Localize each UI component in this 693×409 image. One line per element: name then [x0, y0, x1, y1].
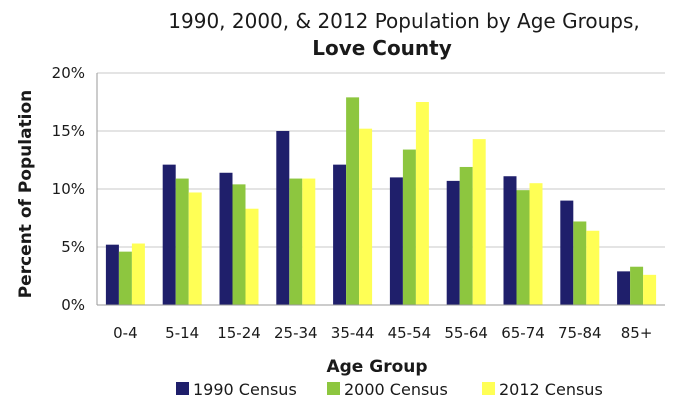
- x-tick-label: 65-74: [501, 324, 545, 342]
- x-tick-label: 55-64: [444, 324, 488, 342]
- bar-2000-census-5-14: [175, 178, 189, 305]
- x-tick-labels: 0-4 5-14 15-24 25-34 35-44 45-54 55-64 65-74 75-…: [113, 324, 652, 342]
- bar-2012-census-85+: [643, 274, 657, 305]
- bar-1990-census-55-64: [446, 180, 460, 305]
- bar-1990-census-15-24: [219, 172, 233, 305]
- x-tick-label: 45-54: [388, 324, 432, 342]
- bar-1990-census-5-14: [162, 164, 176, 305]
- bar-2000-census-75-84: [573, 221, 587, 305]
- legend-label: 2012 Census: [499, 380, 603, 399]
- x-tick-label: 35-44: [331, 324, 375, 342]
- bar-1990-census-0-4: [105, 244, 119, 305]
- bar-2012-census-25-34: [302, 178, 316, 305]
- x-tick-label: 25-34: [274, 324, 318, 342]
- bar-2000-census-25-34: [289, 178, 303, 305]
- y-tick-label: 10%: [52, 180, 85, 198]
- x-tick-label: 5-14: [165, 324, 199, 342]
- bar-1990-census-85+: [617, 271, 631, 305]
- legend-swatch: [482, 382, 495, 395]
- bar-2000-census-0-4: [118, 251, 132, 305]
- y-tick-label: 5%: [61, 238, 85, 256]
- bar-2012-census-35-44: [359, 128, 373, 305]
- x-tick-label: 85+: [621, 324, 653, 342]
- bars: [105, 97, 657, 305]
- bar-2012-census-15-24: [245, 208, 259, 305]
- bar-2000-census-35-44: [346, 97, 360, 305]
- bar-2000-census-55-64: [459, 166, 473, 305]
- x-tick-label: 75-84: [558, 324, 602, 342]
- x-tick-label: 15-24: [217, 324, 261, 342]
- bar-1990-census-45-54: [389, 177, 403, 305]
- bar-2000-census-85+: [630, 266, 644, 305]
- legend-swatch: [327, 382, 340, 395]
- y-tick-label: 20%: [52, 64, 85, 82]
- y-tick-labels: 0% 5% 10% 15% 20%: [52, 64, 85, 314]
- x-axis-title: Age Group: [326, 357, 427, 377]
- bar-2000-census-15-24: [232, 184, 246, 305]
- bar-1990-census-35-44: [333, 164, 347, 305]
- legend-label: 1990 Census: [193, 380, 297, 399]
- bar-2012-census-75-84: [586, 230, 600, 305]
- legend-label: 2000 Census: [344, 380, 448, 399]
- legend-swatch: [176, 382, 189, 395]
- y-tick-label: 0%: [61, 296, 85, 314]
- bar-2012-census-5-14: [188, 192, 202, 305]
- bar-1990-census-75-84: [560, 200, 574, 305]
- x-tick-label: 0-4: [113, 324, 138, 342]
- bar-2012-census-0-4: [131, 243, 145, 305]
- bar-2012-census-65-74: [529, 183, 543, 305]
- y-tick-label: 15%: [52, 122, 85, 140]
- axes: [96, 73, 665, 306]
- bar-2012-census-55-64: [472, 139, 486, 305]
- chart-subtitle: Love County: [312, 36, 452, 60]
- bar-1990-census-65-74: [503, 176, 517, 305]
- legend: 1990 Census 2000 Census 2012 Census: [176, 380, 603, 399]
- y-axis-title: Percent of Population: [16, 90, 36, 299]
- bar-2012-census-45-54: [415, 102, 429, 305]
- chart-title: 1990, 2000, & 2012 Population by Age Gro…: [168, 9, 639, 33]
- bar-2000-census-45-54: [402, 149, 416, 305]
- bar-1990-census-25-34: [276, 131, 290, 305]
- bar-2000-census-65-74: [516, 190, 530, 305]
